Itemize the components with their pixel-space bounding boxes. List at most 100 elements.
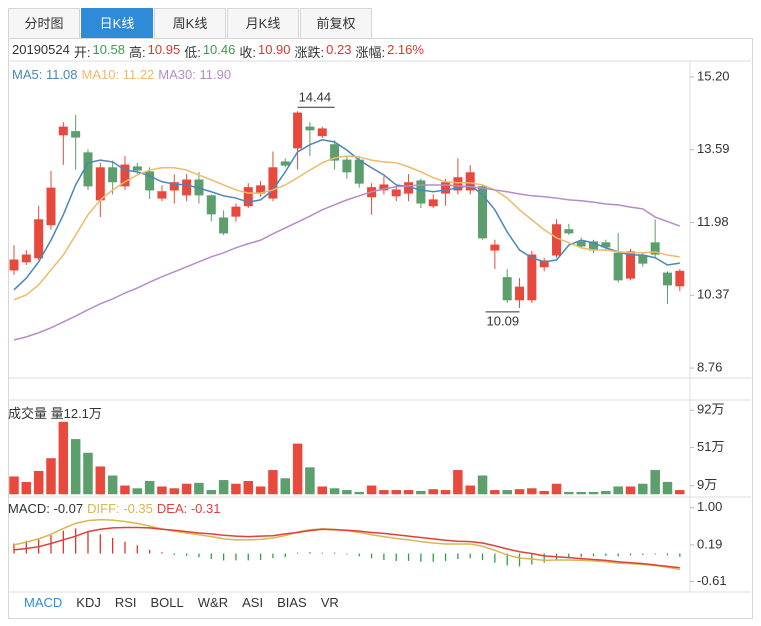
candle-body xyxy=(626,251,635,279)
y-tick-label: 9万 xyxy=(697,477,717,492)
indicator-tab[interactable]: ASI xyxy=(242,595,264,610)
volume-bar xyxy=(638,483,648,495)
legend-entry: MA5: 11.08 xyxy=(12,67,78,82)
volume-bar xyxy=(588,491,599,495)
volume-bar xyxy=(194,482,204,495)
candle-body xyxy=(169,182,179,191)
chart-frame xyxy=(8,38,753,619)
volume-bar xyxy=(539,491,549,495)
candle-body xyxy=(638,255,648,264)
volume-bar xyxy=(662,481,673,495)
low-annotation: 10.09 xyxy=(487,313,520,328)
volume-bar xyxy=(305,467,315,495)
period-tab[interactable]: 月K线 xyxy=(227,8,299,38)
candle-body xyxy=(453,177,463,191)
volume-bar xyxy=(428,489,438,495)
quote-value: 10.90 xyxy=(257,42,291,57)
high-annotation: 14.44 xyxy=(299,90,332,105)
volume-bar xyxy=(83,452,93,495)
indicator-tab[interactable]: MACD xyxy=(24,595,63,610)
y-tick-label: 13.59 xyxy=(697,141,730,156)
candle-body xyxy=(478,186,488,239)
volume-bar xyxy=(490,490,500,495)
indicator-tab[interactable]: KDJ xyxy=(76,595,101,610)
period-tab[interactable]: 日K线 xyxy=(81,8,153,38)
volume-bar xyxy=(169,488,180,495)
volume-bar xyxy=(107,475,118,495)
macd-legend: MACD: -0.07 DIFF: -0.35 DEA: -0.31 xyxy=(8,501,224,516)
indicator-tabs: MACD KDJ RSI BOLL W&R ASI BIAS VR xyxy=(24,595,339,610)
period-tab[interactable]: 周K线 xyxy=(154,8,226,38)
volume-bar xyxy=(9,476,19,495)
candle-body xyxy=(601,242,611,248)
volume-bar xyxy=(280,478,291,495)
volume-bar xyxy=(366,485,377,495)
candle-body xyxy=(527,254,537,301)
period-tab[interactable]: 前复权 xyxy=(300,8,372,38)
volume-bar xyxy=(268,470,278,495)
quote-value: 10.58 xyxy=(92,42,126,57)
candle-body xyxy=(441,182,451,194)
y-tick-label: 51万 xyxy=(697,439,724,454)
y-tick-label: 92万 xyxy=(697,402,724,417)
indicator-tab[interactable]: RSI xyxy=(114,595,137,610)
ma-line xyxy=(13,138,680,291)
y-tick-label: 11.98 xyxy=(697,214,729,229)
volume-bar xyxy=(120,485,130,495)
candle-body xyxy=(280,161,290,166)
volume-bar xyxy=(564,491,574,495)
legend-entry: DIFF: -0.35 xyxy=(87,501,153,516)
volume-bar xyxy=(317,486,327,495)
y-tick-label: 10.37 xyxy=(697,287,730,302)
volume-legend: 成交量 量12.1万 xyxy=(8,403,106,422)
volume-bar xyxy=(527,488,537,495)
candle-body xyxy=(132,166,142,171)
candle-body xyxy=(293,112,303,149)
indicator-tab[interactable]: BOLL xyxy=(150,595,184,610)
quote-date: 20190524 xyxy=(12,42,70,57)
quote-row: 20190524 开: 10.58 高: 10.95 低: 10.46 收: 10.90 涨跌: 0… xyxy=(12,42,428,61)
candle-body xyxy=(219,217,229,234)
candle-body xyxy=(46,187,56,226)
indicator-tab[interactable]: W&R xyxy=(197,595,229,610)
indicator-tab[interactable]: VR xyxy=(320,595,339,610)
y-tick-label: 8.76 xyxy=(697,359,722,374)
candle-body xyxy=(58,126,68,136)
quote-value: 2.16% xyxy=(387,42,424,57)
candle-body xyxy=(428,199,438,207)
volume-bar xyxy=(58,421,69,495)
y-tick-label: 15.20 xyxy=(697,68,730,83)
candle-body xyxy=(71,131,81,138)
volume-bar xyxy=(613,486,623,495)
quote-value: 10.95 xyxy=(147,42,181,57)
candle-body xyxy=(539,260,549,268)
candle-body xyxy=(379,184,389,191)
ma-line xyxy=(13,155,680,301)
candle-body xyxy=(231,206,241,217)
candle-body xyxy=(662,272,672,286)
candle-body xyxy=(490,244,500,251)
volume-bar xyxy=(206,490,217,495)
candle-body xyxy=(182,179,192,196)
legend-entry: DEA: -0.31 xyxy=(156,501,221,516)
volume-bar xyxy=(416,491,426,495)
volume-bar xyxy=(218,480,229,495)
candle-body xyxy=(157,191,167,199)
candle-body xyxy=(613,252,623,281)
volume-bar xyxy=(70,439,81,495)
candle-body xyxy=(268,167,278,199)
candle-body xyxy=(342,159,352,173)
volume-bar xyxy=(391,490,401,495)
period-tab[interactable]: 分时图 xyxy=(8,8,80,38)
legend-entry: MA30: 11.90 xyxy=(158,67,232,82)
candle-body xyxy=(465,172,475,191)
indicator-tab[interactable]: BIAS xyxy=(277,595,307,610)
volume-bar xyxy=(181,483,192,495)
quote-label: 涨幅: xyxy=(355,45,386,60)
volume-bar xyxy=(157,486,167,495)
volume-bar xyxy=(21,481,32,495)
volume-bar xyxy=(95,466,106,495)
legend-entry: MACD: -0.07 xyxy=(8,501,84,516)
